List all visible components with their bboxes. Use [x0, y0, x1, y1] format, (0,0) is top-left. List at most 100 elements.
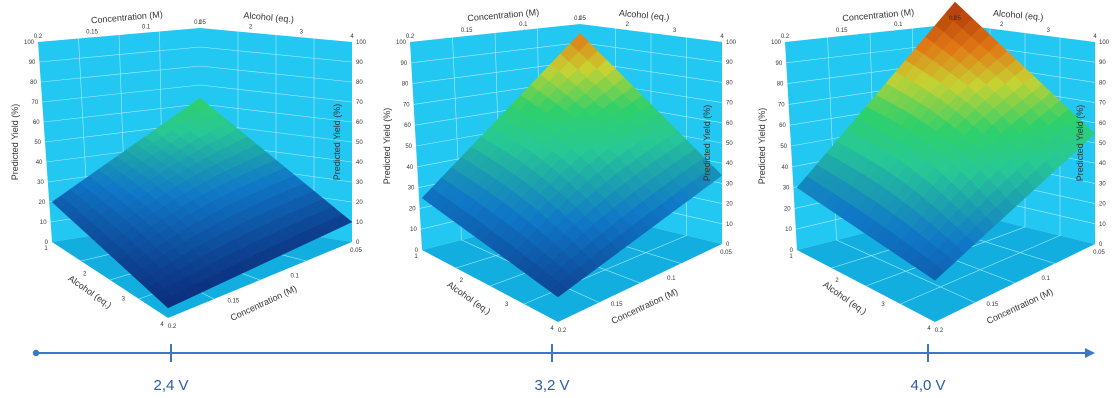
z-tick-label-left: 10 [410, 227, 417, 233]
concentration-tick-bottom: 0.2 [558, 328, 567, 334]
alcohol-axis-title-bottom: Alcohol (eq.) [66, 273, 113, 310]
alcohol-axis-title-top: Alcohol (eq.) [619, 8, 670, 22]
alcohol-tick-bottom: 1 [414, 254, 418, 260]
alcohol-tick-top: 1 [578, 16, 582, 22]
alcohol-tick-bottom: 4 [927, 326, 931, 332]
voltage-timeline: 2,4 V 3,2 V 4,0 V [32, 344, 1095, 394]
z-tick-label-left: 20 [39, 200, 46, 206]
yield-axis-title-right: Predicted Yield (%) [1075, 105, 1085, 182]
z-tick-label-right: 50 [1099, 141, 1106, 147]
voltage-label-3: 4,0 V [910, 377, 945, 394]
yield-axis-title-left: Predicted Yield (%) [382, 108, 392, 185]
z-tick-label-left: 70 [778, 102, 785, 108]
alcohol-tick-top: 1 [953, 16, 957, 22]
concentration-tick-bottom: 0.15 [227, 299, 239, 305]
z-tick-label-right: 40 [1099, 161, 1106, 167]
z-tick-label-left: 10 [785, 227, 792, 233]
z-tick-label-left: 70 [32, 100, 39, 106]
alcohol-tick-top: 3 [1047, 28, 1051, 34]
concentration-tick-top: 0.15 [461, 28, 473, 34]
concentration-tick-top: 0.2 [34, 34, 43, 40]
concentration-tick-bottom: 0.2 [168, 324, 177, 330]
z-tick-label-left: 20 [784, 206, 791, 212]
alcohol-tick-top: 2 [249, 25, 253, 31]
z-tick-label-left: 30 [408, 186, 415, 192]
z-tick-label-left: 40 [782, 165, 789, 171]
alcohol-axis-title-bottom: Alcohol (eq.) [821, 279, 868, 316]
z-tick-label-right: 0 [1099, 242, 1103, 248]
z-tick-label-right: 70 [1099, 101, 1106, 107]
concentration-tick-top: 0.05 [949, 16, 961, 22]
voltage-label-2: 3,2 V [534, 377, 569, 394]
z-tick-label-left: 30 [783, 186, 790, 192]
z-tick-label-right: 10 [1099, 222, 1106, 228]
yield-axis-title-left: Predicted Yield (%) [757, 108, 767, 185]
concentration-tick-bottom: 0.15 [986, 302, 998, 308]
z-tick-label-right: 80 [1099, 80, 1106, 86]
concentration-tick-bottom: 0.15 [611, 302, 623, 308]
concentration-tick-top: 0.05 [194, 20, 206, 26]
z-tick-label-right: 10 [356, 220, 363, 226]
z-tick-label-right: 90 [726, 60, 733, 66]
z-tick-label-left: 100 [396, 40, 407, 46]
z-tick-label-right: 50 [726, 141, 733, 147]
alcohol-tick-top: 1 [198, 20, 202, 26]
alcohol-tick-top: 4 [1093, 34, 1097, 40]
z-tick-label-right: 40 [726, 161, 733, 167]
surface-cell [702, 166, 723, 184]
yield-surface [421, 32, 723, 298]
z-tick-label-right: 20 [726, 202, 733, 208]
z-tick-label-left: 0 [45, 240, 49, 246]
concentration-tick-top: 0.1 [894, 22, 903, 28]
z-tick-label-right: 100 [356, 40, 367, 46]
concentration-axis-title-top: Concentration (M) [467, 7, 540, 23]
z-tick-label-left: 40 [36, 160, 43, 166]
surface-cell [1076, 125, 1096, 144]
concentration-tick-bottom: 0.05 [350, 248, 362, 254]
z-tick-label-left: 90 [29, 60, 36, 66]
z-tick-label-left: 50 [780, 144, 787, 150]
wall-gridline [40, 65, 353, 83]
z-tick-label-right: 20 [1099, 202, 1106, 208]
z-tick-label-left: 100 [771, 40, 782, 46]
wall-gridline [39, 46, 353, 63]
z-tick-label-left: 40 [407, 165, 414, 171]
z-tick-label-left: 0 [790, 248, 794, 254]
z-tick-label-left: 90 [401, 61, 408, 67]
z-tick-label-right: 90 [356, 60, 363, 66]
z-tick-label-left: 80 [777, 82, 784, 88]
z-tick-label-right: 100 [1099, 40, 1110, 46]
concentration-tick-bottom: 0.05 [1093, 250, 1105, 256]
z-tick-label-left: 100 [24, 40, 35, 46]
concentration-axis-title-top: Concentration (M) [842, 7, 915, 23]
alcohol-tick-bottom: 2 [83, 271, 87, 277]
concentration-axis-title-top: Concentration (M) [91, 9, 164, 25]
z-tick-label-right: 20 [356, 200, 363, 206]
z-tick-label-left: 30 [37, 180, 44, 186]
alcohol-tick-bottom: 3 [881, 302, 885, 308]
concentration-tick-top: 0.15 [836, 28, 848, 34]
z-tick-label-left: 60 [779, 123, 786, 129]
z-tick-label-left: 80 [30, 80, 37, 86]
alcohol-tick-bottom: 4 [550, 326, 554, 332]
yield-axis-title-left: Predicted Yield (%) [10, 104, 20, 181]
z-tick-label-right: 60 [1099, 121, 1106, 127]
alcohol-tick-top: 4 [350, 34, 354, 40]
alcohol-tick-bottom: 4 [160, 322, 164, 328]
concentration-tick-top: 0.1 [142, 25, 151, 31]
floor-gridline [900, 235, 1061, 305]
concentration-tick-top: 0.2 [406, 34, 415, 40]
z-tick-label-right: 90 [1099, 60, 1106, 66]
z-tick-label-right: 80 [356, 80, 363, 86]
concentration-tick-top: 0.05 [574, 16, 586, 22]
yield-axis-title-right: Predicted Yield (%) [332, 104, 342, 181]
z-tick-label-right: 60 [356, 120, 363, 126]
wall-gridline [42, 84, 353, 103]
z-tick-label-right: 10 [726, 222, 733, 228]
z-tick-label-right: 60 [726, 121, 733, 127]
